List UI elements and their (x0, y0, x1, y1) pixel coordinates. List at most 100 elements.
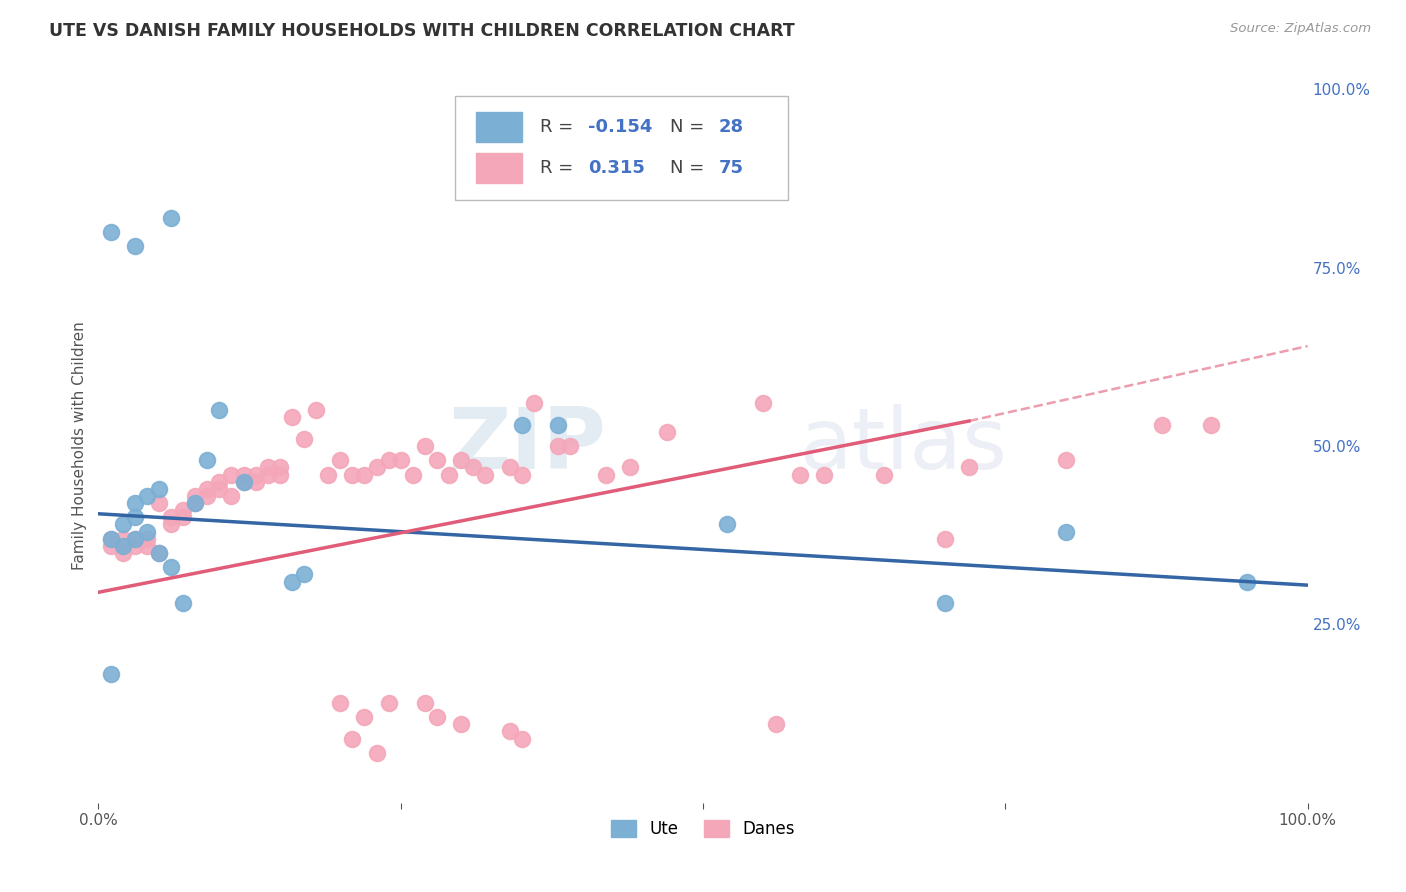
Point (245, 475, 267, 489)
Point (510, 731, 533, 746)
Point (124, 239, 146, 253)
Point (245, 467, 267, 482)
Point (450, 453, 472, 467)
Point (160, 560, 183, 574)
Point (619, 460, 641, 475)
Text: R =: R = (540, 118, 579, 136)
Text: N =: N = (671, 118, 710, 136)
Point (813, 467, 835, 482)
Point (342, 467, 364, 482)
Point (292, 567, 315, 582)
Point (316, 467, 339, 482)
FancyBboxPatch shape (456, 96, 787, 200)
Text: N =: N = (671, 159, 710, 177)
Point (765, 717, 787, 731)
Point (510, 467, 533, 482)
Text: 0.315: 0.315 (588, 159, 645, 177)
Point (148, 546, 170, 560)
Text: 75: 75 (718, 159, 744, 177)
Text: Source: ZipAtlas.com: Source: ZipAtlas.com (1230, 22, 1371, 36)
Point (269, 460, 291, 475)
Point (111, 546, 134, 560)
Point (595, 467, 617, 482)
Point (208, 403, 231, 417)
Point (221, 467, 243, 482)
Point (281, 410, 304, 425)
Point (1236, 574, 1258, 589)
Text: ZIP: ZIP (449, 404, 606, 488)
Point (100, 532, 122, 546)
Point (389, 453, 412, 467)
Point (292, 432, 315, 446)
Point (498, 724, 520, 739)
Point (1199, 417, 1222, 432)
Point (437, 467, 460, 482)
Point (377, 696, 399, 710)
Point (426, 710, 449, 724)
Point (124, 532, 146, 546)
Point (366, 460, 388, 475)
Point (124, 532, 146, 546)
Point (135, 532, 157, 546)
Point (111, 539, 134, 553)
Point (256, 460, 278, 475)
Point (100, 539, 122, 553)
Point (160, 510, 183, 524)
Point (160, 517, 183, 532)
FancyBboxPatch shape (475, 112, 522, 142)
Point (510, 417, 533, 432)
FancyBboxPatch shape (475, 153, 522, 183)
Point (148, 546, 170, 560)
Point (195, 482, 218, 496)
Point (377, 453, 399, 467)
Point (498, 460, 520, 475)
Point (221, 489, 243, 503)
Point (232, 467, 254, 482)
Point (934, 532, 956, 546)
Point (329, 696, 352, 710)
Point (523, 396, 546, 410)
Point (353, 710, 375, 724)
Point (281, 574, 304, 589)
Point (172, 596, 194, 610)
Point (100, 532, 122, 546)
Point (329, 453, 352, 467)
Point (1152, 417, 1174, 432)
Point (558, 439, 581, 453)
Point (184, 496, 207, 510)
Point (124, 539, 146, 553)
Point (148, 496, 170, 510)
Point (232, 475, 254, 489)
Point (269, 467, 291, 482)
Point (450, 717, 472, 731)
Point (124, 510, 146, 524)
Point (100, 225, 122, 239)
Point (342, 731, 364, 746)
Point (184, 489, 207, 503)
Point (716, 517, 738, 532)
Point (135, 489, 157, 503)
Point (957, 460, 980, 475)
Point (655, 425, 678, 439)
Text: atlas: atlas (800, 404, 1008, 488)
Point (124, 496, 146, 510)
Point (789, 467, 811, 482)
Point (111, 517, 134, 532)
Point (195, 453, 218, 467)
Point (1054, 524, 1077, 539)
Point (413, 696, 436, 710)
Point (426, 453, 449, 467)
Point (135, 524, 157, 539)
Point (873, 467, 896, 482)
Point (353, 467, 375, 482)
Point (1054, 453, 1077, 467)
Point (100, 667, 122, 681)
Text: R =: R = (540, 159, 579, 177)
Point (474, 467, 496, 482)
Point (172, 503, 194, 517)
Point (111, 532, 134, 546)
Point (463, 460, 485, 475)
Point (208, 482, 231, 496)
Point (547, 417, 569, 432)
Point (752, 396, 775, 410)
